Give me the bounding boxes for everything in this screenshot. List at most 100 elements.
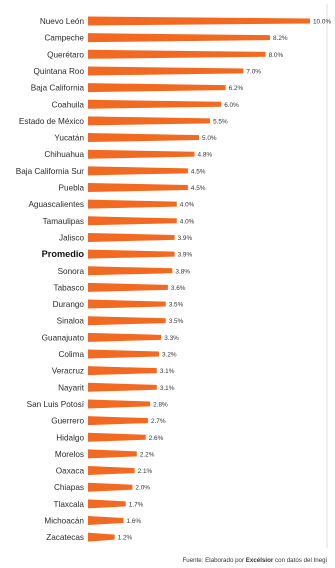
bar-sonora bbox=[88, 266, 173, 276]
category-label-nayarit: Nayarit bbox=[58, 383, 85, 392]
category-label-campeche: Campeche bbox=[44, 34, 84, 43]
bars-group bbox=[88, 16, 310, 542]
bar-puebla bbox=[88, 183, 188, 192]
value-label-morelos: 2.2% bbox=[140, 451, 155, 458]
source-prefix: Fuente: Elaborado por bbox=[182, 557, 244, 564]
bar-chiapas bbox=[88, 482, 133, 492]
value-label-baja-california: 6.2% bbox=[229, 85, 244, 92]
bar-guanajuato bbox=[88, 332, 162, 342]
bar-promedio bbox=[88, 249, 175, 259]
bar-nayarit bbox=[88, 382, 157, 392]
category-label-chiapas: Chiapas bbox=[54, 483, 84, 492]
category-label-estado-de-mexico: Estado de México bbox=[19, 117, 85, 126]
category-label-jalisco: Jalisco bbox=[59, 233, 84, 242]
value-label-promedio: 3.9% bbox=[178, 252, 193, 259]
value-label-yucatan: 5.0% bbox=[202, 135, 217, 142]
category-label-aguascalientes: Aguascalientes bbox=[28, 200, 84, 209]
category-label-colima: Colima bbox=[59, 350, 85, 359]
value-label-colima: 3.2% bbox=[162, 352, 177, 359]
category-label-tamaulipas: Tamaulipas bbox=[43, 217, 84, 226]
bar-hidalgo bbox=[88, 432, 146, 442]
value-label-zacatecas: 1.2% bbox=[118, 535, 133, 542]
category-label-coahuila: Coahuila bbox=[52, 100, 85, 109]
category-label-veracruz: Veracruz bbox=[52, 367, 84, 376]
value-label-queretaro: 8.0% bbox=[269, 52, 284, 59]
bar-tamaulipas bbox=[88, 216, 177, 226]
category-label-tabasco: Tabasco bbox=[54, 283, 85, 292]
category-labels-group: Nuevo León Campeche Querétaro Quintana Roo B… bbox=[16, 17, 85, 542]
value-label-guerrero: 2.7% bbox=[151, 418, 166, 425]
category-label-sonora: Sonora bbox=[58, 267, 85, 276]
bar-coahuila bbox=[88, 99, 222, 109]
value-label-san-luis-potosi: 2.8% bbox=[153, 401, 168, 408]
category-label-nuevo-leon: Nuevo León bbox=[40, 17, 85, 26]
category-label-sinaloa: Sinaloa bbox=[57, 317, 85, 326]
bar-aguascalientes bbox=[88, 199, 177, 209]
category-label-baja-california-sur: Baja California Sur bbox=[16, 167, 85, 176]
value-label-estado-de-mexico: 5.5% bbox=[213, 118, 228, 125]
value-label-oaxaca: 2.1% bbox=[138, 468, 153, 475]
category-label-guanajuato: Guanajuato bbox=[42, 333, 85, 342]
bar-yucatan bbox=[88, 133, 199, 143]
category-label-hidalgo: Hidalgo bbox=[56, 433, 84, 442]
category-label-durango: Durango bbox=[53, 300, 85, 309]
value-label-sinaloa: 3.5% bbox=[169, 318, 184, 325]
value-label-baja-california-sur: 4.5% bbox=[191, 168, 206, 175]
bar-campeche bbox=[88, 33, 271, 43]
source-note: Fuente: Elaborado por Excélsior con dato… bbox=[182, 557, 327, 564]
value-label-guanajuato: 3.3% bbox=[164, 335, 179, 342]
source-suffix: con datos del Inegi bbox=[275, 557, 327, 564]
value-label-nuevo-leon: 10.0% bbox=[313, 19, 331, 26]
value-label-tamaulipas: 4.0% bbox=[180, 218, 195, 225]
bar-michoacan bbox=[88, 516, 124, 525]
value-label-chiapas: 2.0% bbox=[135, 485, 150, 492]
category-label-oaxaca: Oaxaca bbox=[56, 467, 85, 476]
bar-san-luis-potosi bbox=[88, 399, 151, 409]
bar-sinaloa bbox=[88, 316, 166, 326]
category-label-promedio: Promedio bbox=[42, 249, 85, 259]
category-label-zacatecas: Zacatecas bbox=[46, 533, 84, 542]
value-label-michoacan: 1.6% bbox=[127, 518, 142, 525]
value-label-puebla: 4.5% bbox=[191, 185, 206, 192]
bar-jalisco bbox=[88, 232, 175, 242]
value-label-durango: 3.5% bbox=[169, 302, 184, 309]
bar-baja-california bbox=[88, 83, 226, 93]
category-label-morelos: Morelos bbox=[55, 450, 84, 459]
value-label-aguascalientes: 4.0% bbox=[180, 202, 195, 209]
bar-tlaxcala bbox=[88, 499, 126, 509]
value-labels-group: 10.0% 8.2% 8.0% 7.0% 6.2% 6.0% 5.5% 5.0% 4.8% 4.5… bbox=[118, 19, 332, 542]
category-label-san-luis-potosi: San Luis Potosí bbox=[27, 400, 85, 409]
category-label-quintana-roo: Quintana Roo bbox=[33, 67, 84, 76]
value-label-jalisco: 3.9% bbox=[178, 235, 193, 242]
bar-baja-california-sur bbox=[88, 166, 188, 176]
category-label-puebla: Puebla bbox=[59, 184, 85, 193]
category-label-yucatan: Yucatán bbox=[54, 134, 84, 143]
value-label-veracruz: 3.1% bbox=[160, 368, 175, 375]
value-label-hidalgo: 2.6% bbox=[149, 435, 164, 442]
bar-quintana-roo bbox=[88, 66, 244, 76]
bar-tabasco bbox=[88, 282, 168, 292]
category-label-guerrero: Guerrero bbox=[51, 417, 84, 426]
bar-zacatecas bbox=[88, 532, 115, 542]
bar-colima bbox=[88, 349, 160, 359]
source-brand: Excélsior bbox=[246, 557, 274, 564]
bar-morelos bbox=[88, 449, 137, 459]
category-label-tlaxcala: Tlaxcala bbox=[54, 500, 85, 509]
value-label-campeche: 8.2% bbox=[273, 35, 288, 42]
bar-veracruz bbox=[88, 366, 157, 376]
category-label-baja-california: Baja California bbox=[31, 84, 85, 93]
bar-queretaro bbox=[88, 49, 266, 59]
category-label-queretaro: Querétaro bbox=[47, 50, 84, 59]
value-label-tlaxcala: 1.7% bbox=[129, 501, 144, 508]
category-label-chihuahua: Chihuahua bbox=[44, 150, 84, 159]
value-label-quintana-roo: 7.0% bbox=[246, 68, 261, 75]
bar-estado-de-mexico bbox=[88, 116, 211, 126]
category-label-michoacan: Michoacán bbox=[44, 517, 84, 526]
bar-oaxaca bbox=[88, 466, 135, 476]
value-label-tabasco: 3.6% bbox=[171, 285, 186, 292]
value-label-nayarit: 3.1% bbox=[160, 385, 175, 392]
bar-chihuahua bbox=[88, 149, 195, 159]
bar-guerrero bbox=[88, 416, 148, 426]
value-label-coahuila: 6.0% bbox=[224, 102, 239, 109]
